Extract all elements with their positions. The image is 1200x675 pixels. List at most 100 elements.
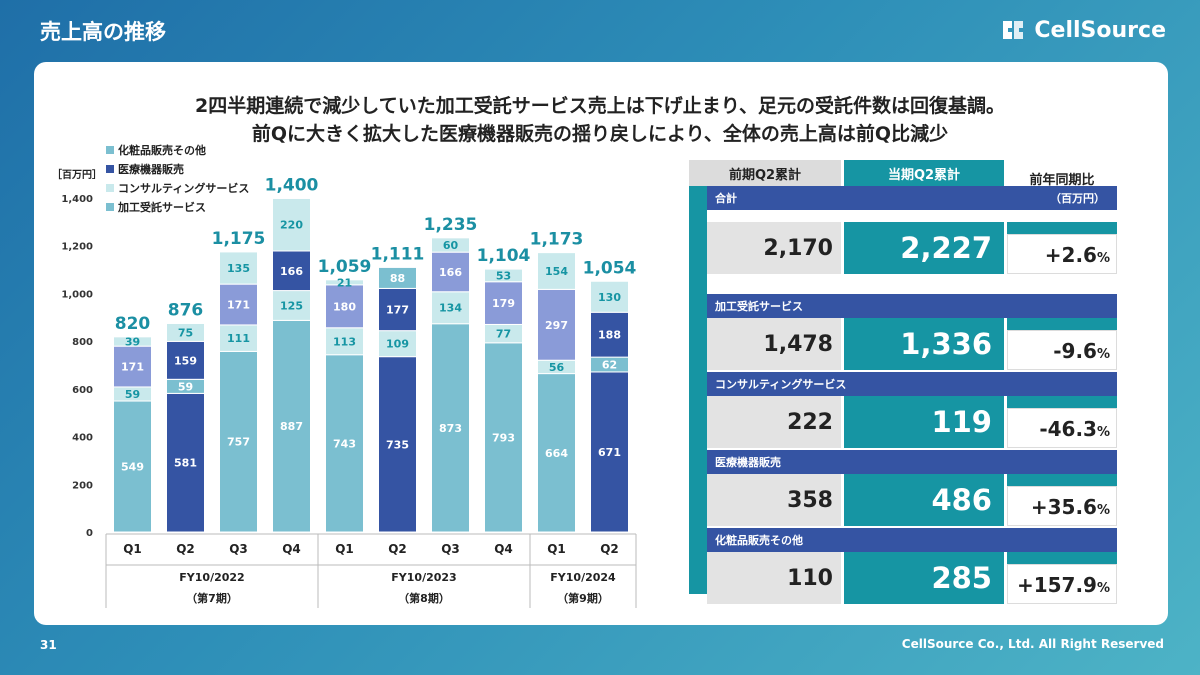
segment-value-label: 188 bbox=[598, 329, 621, 342]
segment-value-label: 171 bbox=[227, 299, 250, 312]
bar-segment bbox=[219, 283, 258, 326]
table-prev-value: 222 bbox=[707, 396, 841, 448]
bar-segment bbox=[378, 330, 417, 358]
y-tick-label: 200 bbox=[72, 480, 93, 491]
bar-segment bbox=[378, 356, 417, 533]
table-yoy-accent bbox=[1007, 318, 1117, 330]
table-prev-value: 358 bbox=[707, 474, 841, 526]
table-yoy-accent bbox=[1007, 552, 1117, 564]
table-yoy-percent: % bbox=[1096, 425, 1110, 440]
segment-value-label: 220 bbox=[280, 219, 303, 232]
table-yoy-percent: % bbox=[1096, 251, 1110, 266]
y-tick-label: 400 bbox=[72, 433, 93, 444]
segment-value-label: 130 bbox=[598, 291, 621, 304]
table-yoy-number: +157.9 bbox=[1016, 573, 1097, 597]
table-section-label: 医療機器販売 bbox=[715, 456, 781, 469]
segment-value-label: 56 bbox=[549, 361, 565, 374]
cellsource-logo-icon bbox=[1003, 21, 1024, 39]
segment-value-label: 793 bbox=[492, 431, 515, 444]
fiscal-period-label: （第7期） bbox=[186, 591, 238, 605]
table-current-value: 119 bbox=[844, 396, 1004, 448]
segment-value-label: 159 bbox=[174, 354, 197, 367]
summary-table: 前期Q2累計 当期Q2累計 前年同期比 合計 （百万円） 2,170 2,227 +2.… bbox=[689, 160, 1125, 604]
segment-value-label: 111 bbox=[227, 332, 250, 345]
bar-segment bbox=[113, 336, 152, 347]
y-tick-label: 1,200 bbox=[61, 242, 93, 253]
headline-line-1: 2四半期連続で減少していた加工受託サービス売上は下げ止まり、足元の受託件数は回復… bbox=[195, 95, 1005, 117]
segment-value-label: 125 bbox=[280, 299, 303, 312]
table-section-header: 化粧品販売その他 bbox=[707, 528, 1117, 552]
copyright: CellSource Co., Ltd. All Right Reserved bbox=[901, 637, 1164, 651]
segment-value-label: 743 bbox=[333, 437, 356, 450]
x-category-label: Q1 bbox=[335, 542, 354, 556]
segment-value-label: 75 bbox=[178, 326, 193, 339]
table-unit: （百万円） bbox=[1050, 192, 1105, 205]
segment-value-label: 180 bbox=[333, 300, 356, 313]
table-yoy-number: -46.3 bbox=[1039, 417, 1097, 441]
table-yoy-accent bbox=[1007, 396, 1117, 408]
segment-value-label: 154 bbox=[545, 265, 568, 278]
table-yoy-value: +2.6% bbox=[1007, 234, 1117, 274]
page-number: 31 bbox=[40, 638, 57, 652]
y-tick-label: 0 bbox=[86, 528, 93, 539]
legend-label: 加工受託サービス bbox=[117, 200, 206, 214]
table-current-value: 486 bbox=[844, 474, 1004, 526]
fiscal-year-label: FY10/2024 bbox=[550, 571, 616, 584]
x-category-label: Q4 bbox=[494, 542, 513, 556]
bar-segment bbox=[166, 340, 205, 380]
bar-total-label: 820 bbox=[115, 314, 151, 334]
segment-value-label: 581 bbox=[174, 457, 197, 470]
segment-value-label: 171 bbox=[121, 361, 144, 374]
table-yoy-accent bbox=[1007, 222, 1117, 234]
segment-value-label: 135 bbox=[227, 262, 250, 275]
y-axis-unit: ［百万円］ bbox=[52, 168, 102, 181]
segment-value-label: 297 bbox=[545, 319, 568, 332]
segment-value-label: 21 bbox=[337, 276, 352, 289]
table-yoy-value: -9.6% bbox=[1007, 330, 1117, 370]
x-category-label: Q4 bbox=[282, 542, 301, 556]
bar-segment bbox=[113, 345, 152, 388]
bar-total-label: 1,173 bbox=[530, 230, 584, 250]
segment-value-label: 88 bbox=[390, 272, 405, 285]
legend-label: 化粧品販売その他 bbox=[118, 143, 206, 157]
headline: 2四半期連続で減少していた加工受託サービス売上は下げ止まり、足元の受託件数は回復… bbox=[0, 92, 1200, 148]
segment-value-label: 887 bbox=[280, 420, 303, 433]
table-section-header: 医療機器販売 bbox=[707, 450, 1117, 474]
bar-total-label: 1,235 bbox=[424, 215, 478, 235]
bar-segment bbox=[219, 350, 258, 533]
table-section-header: 合計 （百万円） bbox=[707, 186, 1117, 210]
bar-segment bbox=[590, 280, 629, 313]
segment-value-label: 177 bbox=[386, 304, 409, 317]
fiscal-period-label: （第8期） bbox=[398, 591, 450, 605]
bar-total-label: 1,111 bbox=[371, 244, 425, 264]
segment-value-label: 134 bbox=[439, 302, 462, 315]
table-yoy-percent: % bbox=[1096, 347, 1110, 362]
segment-value-label: 62 bbox=[602, 359, 617, 372]
slide-title: 売上高の推移 bbox=[40, 20, 166, 44]
bar-segment bbox=[431, 251, 470, 293]
segment-value-label: 549 bbox=[121, 461, 144, 474]
bar-segment bbox=[219, 251, 258, 285]
segment-value-label: 671 bbox=[598, 446, 621, 459]
bar-segment bbox=[537, 373, 576, 533]
segment-value-label: 109 bbox=[386, 338, 409, 351]
bar-total-label: 1,104 bbox=[477, 246, 531, 266]
cellsource-logo: CellSource bbox=[1000, 17, 1166, 43]
segment-value-label: 113 bbox=[333, 335, 356, 348]
segment-value-label: 166 bbox=[280, 265, 303, 278]
x-category-label: Q2 bbox=[600, 542, 619, 556]
bar-segment bbox=[272, 319, 311, 533]
bar-segment bbox=[537, 252, 576, 290]
legend-swatch bbox=[106, 184, 114, 192]
x-category-label: Q1 bbox=[547, 542, 566, 556]
table-section-header: コンサルティングサービス bbox=[707, 372, 1117, 396]
x-category-label: Q1 bbox=[123, 542, 142, 556]
x-category-label: Q2 bbox=[176, 542, 195, 556]
table-yoy-value: +157.9% bbox=[1007, 564, 1117, 604]
legend-label: コンサルティングサービス bbox=[118, 181, 249, 195]
bar-segment bbox=[272, 250, 311, 292]
table-yoy-number: +35.6 bbox=[1030, 495, 1097, 519]
y-tick-label: 1,400 bbox=[61, 194, 93, 205]
segment-value-label: 664 bbox=[545, 447, 568, 460]
table-section-label: 化粧品販売その他 bbox=[715, 534, 803, 547]
